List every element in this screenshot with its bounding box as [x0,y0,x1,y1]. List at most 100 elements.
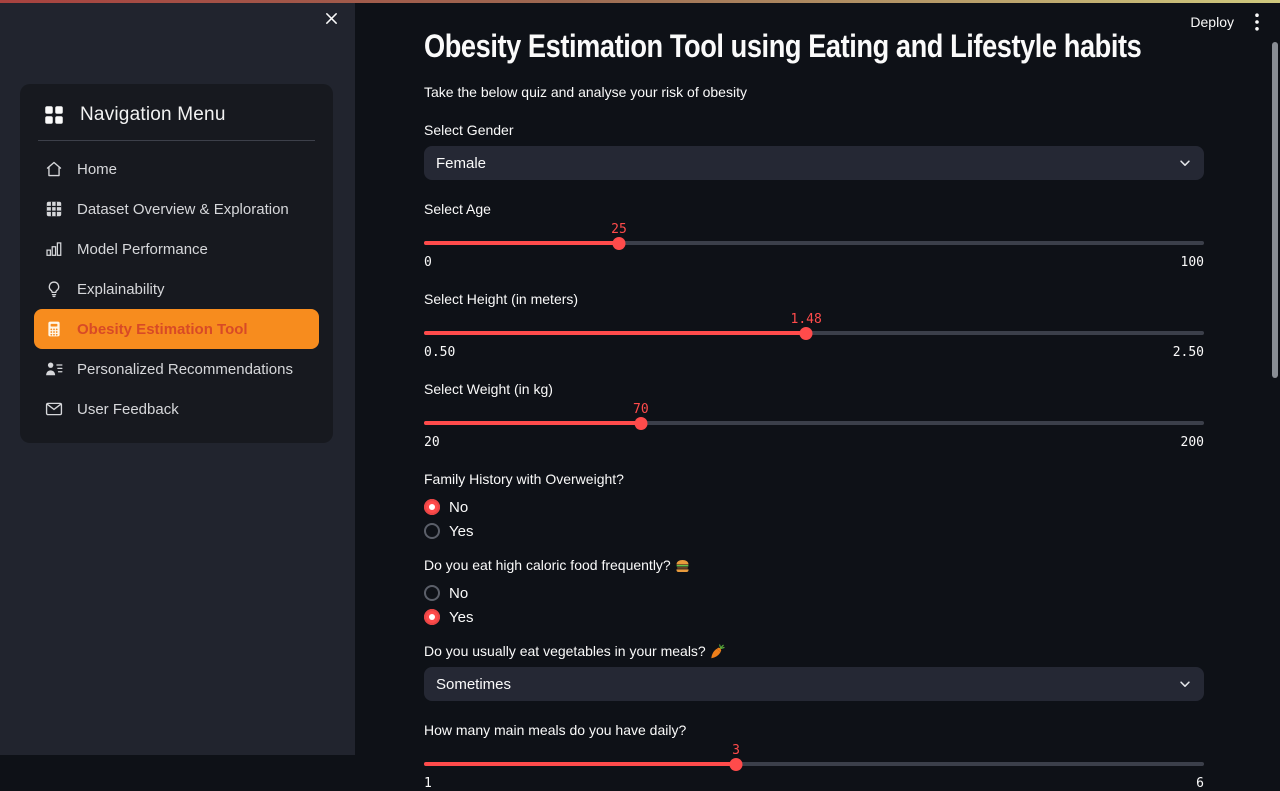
sidebar-item-label: Dataset Overview & Exploration [77,200,289,218]
sidebar-item-home[interactable]: Home [34,149,319,189]
weight-slider-widget: Select Weight (in kg) 70 20 200 [424,381,1204,450]
weight-slider-thumb[interactable] [634,416,648,430]
height-slider-track[interactable] [424,326,1204,340]
family-history-label: Family History with Overweight? [424,471,624,487]
sidebar-item-label: Personalized Recommendations [77,360,293,378]
gender-select-widget: Select Gender Female [424,122,1204,180]
age-min-label: 0 [424,255,432,270]
radio-option-label: No [449,584,469,602]
weight-value: 70 [633,402,649,417]
sidebar-item-label: Obesity Estimation Tool [77,320,248,338]
navigation-menu-header: Navigation Menu [34,98,319,128]
age-max-label: 100 [1180,255,1204,270]
meals-min-label: 1 [424,776,432,791]
navigation-menu-title: Navigation Menu [80,104,226,125]
meals-slider-thumb[interactable] [729,757,743,771]
sidebar-item-label: Home [77,160,118,178]
weight-slider-fill [424,421,641,425]
weight-min-label: 20 [424,435,440,450]
radio-option-label: Yes [449,608,474,626]
person-lines-icon [45,360,63,378]
sidebar: Navigation Menu Home Dataset Overview & E… [0,0,355,755]
close-icon [324,11,339,31]
meals-value: 3 [732,743,740,758]
sidebar-item-obesity-estimation-tool[interactable]: Obesity Estimation Tool [34,309,319,349]
house-icon [45,160,63,178]
gender-selectbox[interactable]: Female [424,146,1204,180]
sidebar-nav-list: Home Dataset Overview & Exploration Model … [34,149,319,429]
weight-slider-track[interactable] [424,416,1204,430]
sidebar-item-dataset-overview-exploration[interactable]: Dataset Overview & Exploration [34,189,319,229]
chevron-down-icon [1178,677,1192,691]
gender-label: Select Gender [424,122,514,138]
kebab-menu-icon[interactable] [1248,11,1266,33]
high-caloric-radio-widget: Do you eat high caloric food frequently?… [424,557,1204,627]
age-slider-fill [424,241,619,245]
vegetables-label-text: Do you usually eat vegetables in your me… [424,643,706,659]
high-caloric-label-text: Do you eat high caloric food frequently? [424,557,671,573]
deploy-button[interactable]: Deploy [1190,14,1234,30]
height-slider-fill [424,331,807,335]
high-caloric-option-no[interactable]: No [424,583,1204,603]
age-slider-track[interactable] [424,236,1204,250]
burger-emoji-icon [675,558,690,573]
high-caloric-option-yes[interactable]: Yes [424,607,1204,627]
grid-icon [44,105,64,125]
sidebar-item-label: Explainability [77,280,165,298]
table-icon [45,200,63,218]
bar-chart-icon [45,240,63,258]
age-slider-thumb[interactable] [612,236,626,250]
topbar: Deploy [1190,11,1266,33]
sidebar-close-button[interactable] [320,10,342,32]
vegetables-selectbox[interactable]: Sometimes [424,667,1204,701]
radio-icon [424,499,440,515]
radio-option-label: No [449,498,469,516]
high-caloric-label: Do you eat high caloric food frequently? [424,557,1204,574]
radio-icon [424,609,440,625]
meals-slider-fill [424,762,736,766]
navigation-menu-card: Navigation Menu Home Dataset Overview & E… [20,84,333,443]
sidebar-item-label: Model Performance [77,240,208,258]
chevron-down-icon [1178,156,1192,170]
sidebar-item-personalized-recommendations[interactable]: Personalized Recommendations [34,349,319,389]
meals-slider-widget: How many main meals do you have daily? 3… [424,722,1204,791]
meals-max-label: 6 [1196,776,1204,791]
sidebar-item-label: User Feedback [77,400,179,418]
gender-selected-value: Female [436,154,487,172]
calculator-icon [45,320,63,338]
sidebar-item-user-feedback[interactable]: User Feedback [34,389,319,429]
age-slider-widget: Select Age 25 0 100 [424,201,1204,270]
radio-option-label: Yes [449,522,474,540]
family-history-option-yes[interactable]: Yes [424,521,1204,541]
radio-icon [424,523,440,539]
height-min-label: 0.50 [424,345,456,360]
height-label: Select Height (in meters) [424,291,579,307]
weight-max-label: 200 [1180,435,1204,450]
height-max-label: 2.50 [1172,345,1204,360]
vegetables-select-widget: Do you usually eat vegetables in your me… [424,643,1204,701]
height-value: 1.48 [790,312,822,327]
page-subtitle: Take the below quiz and analyse your ris… [424,84,747,100]
lightbulb-icon [45,280,63,298]
family-history-radio-widget: Family History with Overweight? No Yes [424,471,1204,541]
envelope-icon [45,400,63,418]
carrot-emoji-icon [710,644,725,659]
radio-icon [424,585,440,601]
family-history-option-no[interactable]: No [424,497,1204,517]
decoration-bar [0,0,1280,3]
page-title: Obesity Estimation Tool using Eating and… [424,28,1142,64]
sidebar-item-model-performance[interactable]: Model Performance [34,229,319,269]
weight-label: Select Weight (in kg) [424,381,553,397]
vegetables-label: Do you usually eat vegetables in your me… [424,643,1204,660]
meals-slider-track[interactable] [424,757,1204,771]
age-value: 25 [611,222,627,237]
main-content: Obesity Estimation Tool using Eating and… [355,0,1280,791]
meals-label: How many main meals do you have daily? [424,722,687,738]
divider [38,140,315,141]
vegetables-selected-value: Sometimes [436,675,512,693]
height-slider-widget: Select Height (in meters) 1.48 0.50 2.50 [424,291,1204,360]
age-label: Select Age [424,201,491,217]
scrollbar-thumb[interactable] [1272,42,1278,378]
sidebar-item-explainability[interactable]: Explainability [34,269,319,309]
height-slider-thumb[interactable] [799,326,813,340]
